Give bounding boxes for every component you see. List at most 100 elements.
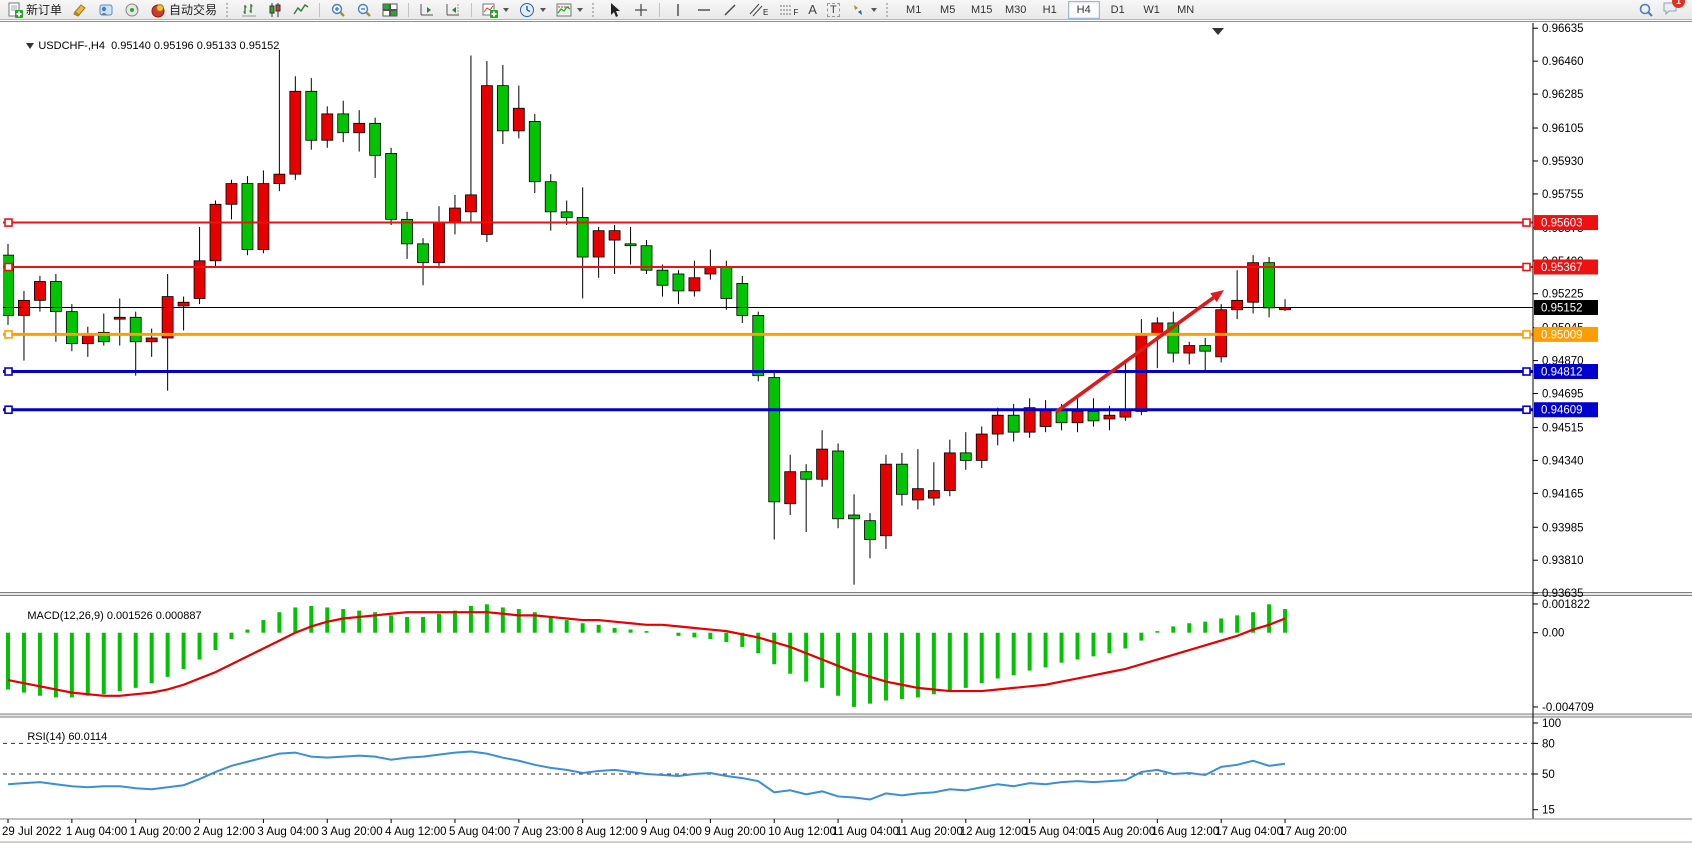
autotrading-button[interactable]: 自动交易 — [147, 1, 220, 19]
zoom-out-icon — [357, 3, 371, 17]
time-tick-label: 9 Aug 20:00 — [704, 826, 765, 838]
indicators-icon — [482, 3, 499, 18]
candle-bullish — [34, 281, 46, 301]
fibonacci-icon — [780, 5, 793, 14]
toolbar-right-group: 1 — [1638, 0, 1688, 19]
candle-bullish — [911, 488, 924, 501]
trend-arrow-annotation[interactable] — [1054, 296, 1215, 414]
macd-axis-label: 0.001822 — [1542, 599, 1590, 611]
chart-ohlc-values: 0.95140 0.95196 0.95133 0.95152 — [111, 40, 280, 52]
price-label-box — [1534, 364, 1598, 380]
candle-bearish — [848, 514, 860, 520]
candle-bullish — [1183, 345, 1196, 354]
tile-windows-button[interactable] — [379, 1, 401, 19]
candle-bullish — [880, 463, 892, 537]
timeframe-m30[interactable]: M30 — [1004, 3, 1027, 16]
toolbar-grip — [592, 2, 598, 17]
line-anchor-marker[interactable] — [4, 262, 13, 272]
line-anchor-marker[interactable] — [4, 405, 13, 415]
text-tool-button[interactable]: A — [805, 1, 820, 19]
zoom-in-button[interactable] — [327, 1, 349, 19]
candle-bullish — [512, 107, 525, 132]
chart-shift-marker[interactable] — [1212, 28, 1224, 35]
price-label-text: 0.94609 — [1541, 405, 1583, 417]
templates-button[interactable] — [553, 1, 586, 19]
timeframe-toolbar: M1 M5 M15 M30 H1 H4 D1 W1 MN — [898, 0, 1202, 19]
periods-dropdown-caret[interactable] — [540, 7, 547, 12]
new-order-button[interactable]: 新订单 — [4, 1, 65, 19]
chart-shift-button[interactable] — [442, 1, 464, 19]
candle-bullish — [480, 85, 493, 235]
vertical-line-tool-button[interactable] — [667, 1, 689, 19]
crosshair-tool-button[interactable] — [630, 1, 652, 19]
timeframe-h4[interactable]: H4 — [1067, 0, 1100, 19]
candle-bearish — [337, 113, 350, 134]
cursor-tool-button[interactable] — [604, 1, 626, 19]
trendline-tool-button[interactable] — [719, 1, 741, 19]
line-anchor-marker[interactable] — [4, 330, 13, 339]
arrows-tool-button[interactable] — [847, 1, 880, 19]
line-anchor-marker[interactable] — [4, 367, 13, 376]
periods-button[interactable] — [516, 1, 549, 19]
timeframe-m15[interactable]: M15 — [970, 3, 993, 16]
navigator-button[interactable] — [121, 1, 143, 19]
chart-shift-icon — [446, 3, 460, 15]
auto-scroll-icon — [420, 3, 434, 15]
panel-separator[interactable] — [0, 592, 1692, 596]
candle-bullish — [1039, 409, 1052, 427]
bar-chart-button[interactable] — [238, 1, 260, 19]
timeframe-m1[interactable]: M1 — [906, 3, 922, 16]
time-tick-label: 3 Aug 04:00 — [257, 826, 318, 838]
arrows-dropdown-caret[interactable] — [870, 7, 877, 12]
zoom-out-button[interactable] — [353, 1, 375, 19]
time-tick-label: 29 Jul 2022 — [2, 826, 61, 838]
macd-indicator-label: MACD(12,26,9) 0.001526 0.000887 — [9, 598, 202, 634]
candle-bullish — [353, 122, 366, 134]
label-tool-letter: T — [826, 2, 840, 17]
chart-symbol-period: USDCHF-,H4 — [38, 40, 105, 52]
candle-bearish — [3, 254, 14, 316]
candle-bearish — [1199, 345, 1212, 352]
chart-canvas[interactable]: 0.96635 0.96460 0.96285 0.96105 0.95930 0.957… — [0, 22, 1692, 843]
templates-dropdown-caret[interactable] — [577, 7, 584, 12]
price-label-text: 0.94812 — [1541, 367, 1583, 379]
data-window-button[interactable] — [95, 1, 117, 19]
search-icon[interactable] — [1638, 2, 1654, 18]
fibonacci-tool-button[interactable]: F — [775, 1, 801, 19]
candle-bearish — [417, 243, 429, 264]
candle-bullish — [161, 296, 174, 339]
notifications-button[interactable]: 1 — [1662, 0, 1685, 19]
timeframe-h1[interactable]: H1 — [1042, 3, 1057, 16]
indicators-button[interactable] — [479, 1, 512, 19]
indicators-dropdown-caret[interactable] — [503, 7, 510, 12]
line-anchor-marker[interactable] — [1522, 218, 1531, 227]
channel-tool-button[interactable]: E — [745, 1, 771, 19]
notification-badge: 1 — [1672, 0, 1685, 8]
macd-values: 0.001526 0.000887 — [106, 610, 202, 622]
timeframe-mn[interactable]: MN — [1177, 3, 1195, 16]
horizontal-line-icon — [698, 8, 711, 11]
candle-bullish — [816, 448, 829, 480]
line-anchor-marker[interactable] — [1522, 367, 1531, 376]
candle-bullish — [592, 230, 605, 258]
timeframe-m5[interactable]: M5 — [940, 3, 956, 16]
line-chart-button[interactable] — [290, 1, 312, 19]
line-anchor-marker[interactable] — [1522, 330, 1531, 339]
timeframe-w1[interactable]: W1 — [1143, 3, 1160, 16]
zoom-in-icon — [331, 3, 345, 17]
candlestick-chart-button[interactable] — [264, 1, 286, 19]
market-watch-button[interactable] — [69, 1, 91, 19]
line-anchor-marker[interactable] — [4, 218, 13, 227]
rsi-panel — [3, 742, 1533, 801]
line-anchor-marker[interactable] — [1522, 262, 1531, 272]
horizontal-line-tool-button[interactable] — [693, 1, 715, 19]
auto-scroll-button[interactable] — [416, 1, 438, 19]
chart-collapse-icon[interactable] — [26, 43, 35, 50]
line-anchor-marker[interactable] — [1522, 405, 1531, 415]
timeframe-d1[interactable]: D1 — [1110, 3, 1125, 16]
candle-bearish — [656, 269, 669, 286]
panel-separator[interactable] — [0, 714, 1692, 717]
toolbar-separator — [471, 2, 473, 17]
label-tool-button[interactable]: T — [824, 1, 843, 19]
new-order-icon — [8, 2, 23, 18]
